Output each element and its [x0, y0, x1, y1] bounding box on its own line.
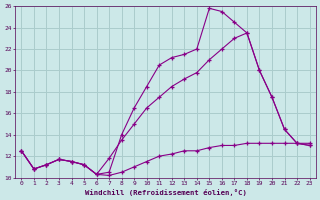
X-axis label: Windchill (Refroidissement éolien,°C): Windchill (Refroidissement éolien,°C) — [84, 189, 246, 196]
